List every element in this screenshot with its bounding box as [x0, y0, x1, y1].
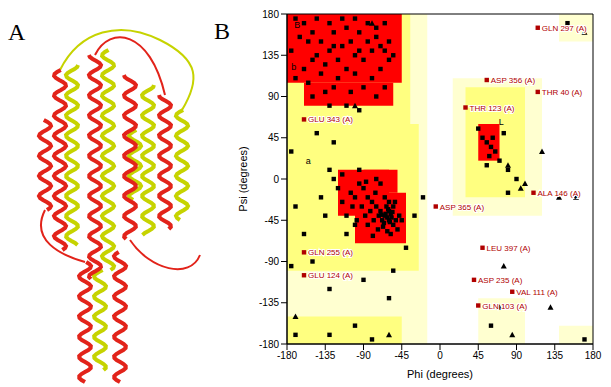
svg-text:-45: -45 — [265, 215, 280, 226]
svg-text:ASP 365 (A): ASP 365 (A) — [440, 203, 485, 212]
svg-text:THR 123 (A): THR 123 (A) — [470, 104, 515, 113]
svg-text:ASP 235 (A): ASP 235 (A) — [478, 276, 523, 285]
svg-text:GLU 343 (A): GLU 343 (A) — [308, 115, 353, 124]
svg-text:90: 90 — [511, 350, 523, 361]
svg-text:GLN 103 (A): GLN 103 (A) — [482, 302, 527, 311]
svg-text:135: 135 — [546, 350, 563, 361]
svg-text:GLU 124 (A): GLU 124 (A) — [308, 271, 353, 280]
svg-text:0: 0 — [437, 350, 443, 361]
svg-text:-90: -90 — [265, 256, 280, 267]
svg-text:LEU 397 (A): LEU 397 (A) — [487, 244, 531, 253]
svg-text:a: a — [306, 156, 311, 166]
svg-text:GLN 255 (A): GLN 255 (A) — [308, 248, 353, 257]
svg-text:-90: -90 — [356, 350, 371, 361]
svg-text:L: L — [499, 117, 504, 127]
svg-text:45: 45 — [473, 350, 485, 361]
svg-text:THR 40 (A): THR 40 (A) — [542, 88, 583, 97]
svg-text:0: 0 — [273, 174, 279, 185]
svg-text:180: 180 — [585, 350, 602, 361]
html-text:B: B — [214, 18, 230, 44]
svg-text:45: 45 — [268, 132, 280, 143]
svg-text:ASP 356 (A): ASP 356 (A) — [491, 76, 536, 85]
svg-text:Phi (degrees): Phi (degrees) — [407, 368, 473, 380]
svg-text:b: b — [291, 62, 296, 72]
svg-text:-135: -135 — [315, 350, 335, 361]
svg-text:180: 180 — [262, 9, 279, 20]
svg-text:-180: -180 — [259, 339, 279, 350]
svg-text:Psi (degrees): Psi (degrees) — [237, 146, 249, 211]
svg-text:GLN 297 (A): GLN 297 (A) — [542, 24, 587, 33]
svg-text:ALA 146 (A): ALA 146 (A) — [538, 189, 581, 198]
svg-text:-180: -180 — [277, 350, 297, 361]
svg-text:-45: -45 — [395, 350, 410, 361]
svg-text:135: 135 — [262, 50, 279, 61]
svg-text:-135: -135 — [259, 297, 279, 308]
svg-text:VAL 111 (A): VAL 111 (A) — [516, 288, 558, 297]
svg-text:B: B — [294, 20, 300, 30]
svg-text:A: A — [8, 19, 26, 45]
svg-text:90: 90 — [268, 91, 280, 102]
